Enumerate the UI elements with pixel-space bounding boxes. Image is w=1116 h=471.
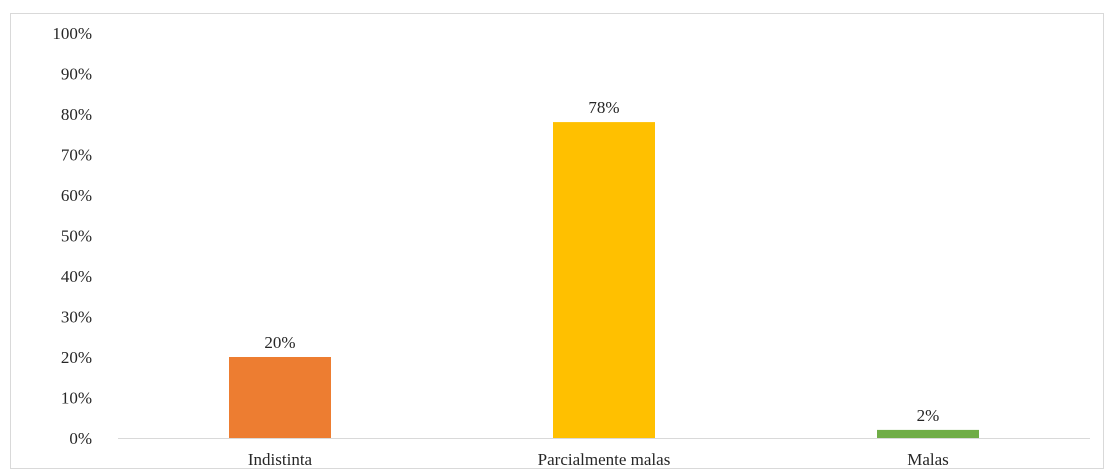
bar-data-label: 2% [917, 406, 940, 425]
y-tick-label: 20% [61, 348, 92, 367]
data-labels: 20% 78% 2% [264, 98, 939, 425]
y-tick-label: 30% [61, 308, 92, 327]
x-category-label: Parcialmente malas [538, 450, 671, 469]
bars [229, 122, 979, 438]
bar [877, 429, 979, 438]
x-category-label: Malas [907, 450, 949, 469]
y-tick-label: 80% [61, 105, 92, 124]
bar-data-label: 20% [264, 333, 295, 352]
y-tick-label: 0% [69, 429, 92, 448]
y-tick-label: 60% [61, 186, 92, 205]
y-tick-label: 40% [61, 267, 92, 286]
y-axis: 0% 10% 20% 30% 40% 50% 60% 70% 80% 90% 100% [52, 24, 92, 448]
bar [229, 357, 331, 438]
y-tick-label: 10% [61, 389, 92, 408]
y-tick-label: 100% [52, 24, 92, 43]
y-tick-label: 70% [61, 146, 92, 165]
bar [553, 122, 655, 438]
y-tick-label: 90% [61, 65, 92, 84]
bar-data-label: 78% [588, 98, 619, 117]
x-category-label: Indistinta [248, 450, 313, 469]
y-tick-label: 50% [61, 227, 92, 246]
x-axis: Indistinta Parcialmente malas Malas [118, 438, 1090, 469]
